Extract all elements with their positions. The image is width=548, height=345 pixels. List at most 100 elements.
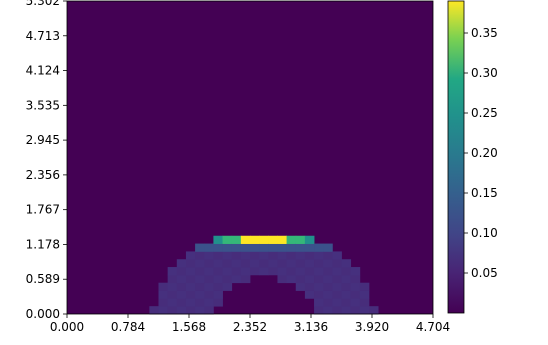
heatmap-cell [323,259,333,268]
heatmap-cell [304,251,315,260]
heatmap-cell [167,274,178,284]
x-tick-label: 3.136 [294,320,328,334]
heatmap-cell [195,274,205,284]
heatmap-cell [259,267,269,276]
heatmap-cell [295,243,306,252]
heatmap-cell [231,243,242,252]
x-tick-label: 2.352 [233,320,267,334]
heatmap-cell [323,282,333,291]
heatmap-cell [286,274,297,284]
heatmap-cell [195,243,205,252]
heatmap-cell [222,274,233,284]
heatmap-cell [359,282,370,291]
heatmap-cell [185,298,196,307]
heatmap-cell [176,267,187,276]
heatmap-cell [158,282,169,291]
heatmap-cell [304,243,315,252]
heatmap-cell [195,298,205,307]
colorbar-gradient [447,0,465,314]
y-axis: 0.000 0.589 1.178 1.767 2.356 2.945 3.535 4.124… [26,0,67,321]
x-tick-label: 4.704 [416,320,450,334]
heatmap-cell [323,290,333,299]
heatmap-cell [341,290,352,299]
heatmap-cell [231,274,242,284]
heatmap-cell [204,274,214,284]
heatmap-cell [332,267,342,276]
colorbar: 0.05 0.10 0.15 0.20 0.25 0.30 0.35 [447,0,498,314]
heatmap-cell [314,251,324,260]
x-tick-label: 3.920 [355,320,389,334]
heatmap-cell [259,235,269,244]
heatmap-cell [286,235,297,244]
heatmap-cell [222,243,233,252]
heatmap-cell [167,267,178,276]
heatmap-cell [277,251,287,260]
heatmap-cell [332,282,342,291]
heatmap-cell [277,235,287,244]
heatmap-cell [204,259,214,268]
heatmap-cell [185,259,196,268]
heatmap-cell [213,235,223,244]
heatmap-cell [304,259,315,268]
heatmap-cell [304,282,315,291]
heatmap-cell [277,259,287,268]
heatmap-cell [332,251,342,260]
heatmap-cell [323,267,333,276]
y-tick-label: 0.589 [26,272,60,286]
heatmap-cell [213,290,223,299]
heatmap-cell [222,267,233,276]
heatmap-cell [295,282,306,291]
heatmap-cell [323,243,333,252]
heatmap-cell [250,259,260,268]
heatmap-cell [240,259,251,268]
heatmap-cell [250,251,260,260]
heatmap-cell [350,306,361,315]
heatmap-cell [323,306,333,315]
heatmap-cell [240,243,251,252]
x-tick-label: 0.784 [111,320,145,334]
heatmap-cell [314,298,324,307]
heatmap-cell [185,306,196,315]
heatmap-cell [332,306,342,315]
heatmap-cell [277,274,287,284]
heatmap-cell [240,251,251,260]
heatmap-cell [350,298,361,307]
heatmap-cell [176,290,187,299]
heatmap-cell [195,259,205,268]
heatmap-cell [323,274,333,284]
heatmap-cell [304,274,315,284]
heatmap-cell [204,251,214,260]
y-tick-label: 4.713 [26,29,60,43]
colorbar-tick-label: 0.30 [471,66,498,80]
heatmap-cell [158,298,169,307]
colorbar-tick-label: 0.10 [471,226,498,240]
colorbar-tick-label: 0.20 [471,146,498,160]
heatmap-cell [213,267,223,276]
heatmap-cell [286,251,297,260]
heatmap-cell [195,267,205,276]
heatmap-cell [259,243,269,252]
heatmap-cell [314,306,324,315]
y-tick-label: 5.302 [26,0,60,8]
heatmap-cell [332,298,342,307]
colorbar-tick-label: 0.35 [471,26,498,40]
heatmap-cell [268,251,278,260]
heatmap-cell [295,274,306,284]
colorbar-tick-label: 0.05 [471,266,498,280]
heatmap-cell [286,267,297,276]
y-tick-label: 4.124 [26,64,60,78]
heatmap-cell [368,306,379,315]
heatmap-cell [277,267,287,276]
heatmap-cell [204,306,214,315]
heatmap-cell [213,243,223,252]
heatmap-cell [350,282,361,291]
heatmap-cell [167,282,178,291]
heatmap-cell [250,267,260,276]
heatmap-cell [231,251,242,260]
heatmap-cell [359,298,370,307]
heatmap-cell [185,282,196,291]
heatmap-cell [176,274,187,284]
heatmap-cell [295,267,306,276]
heatmap-cell [167,290,178,299]
